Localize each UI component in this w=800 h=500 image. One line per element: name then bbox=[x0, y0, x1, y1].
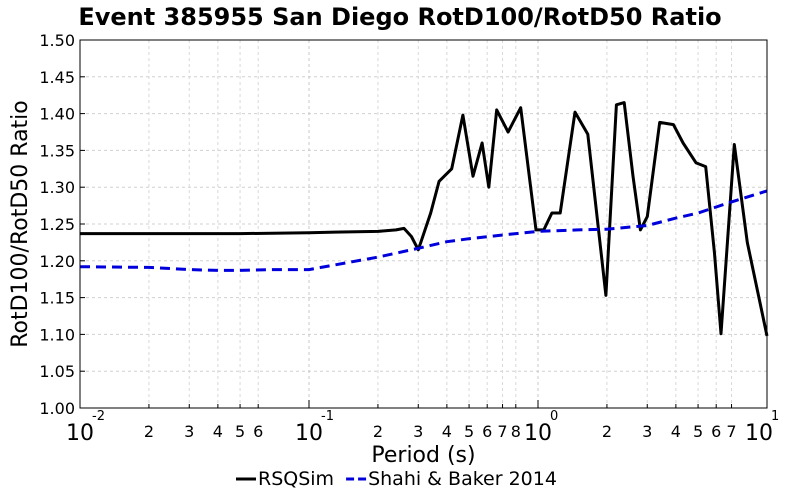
x-minor-tick-label: 7 bbox=[497, 422, 507, 441]
x-minor-tick-label: 6 bbox=[711, 422, 721, 441]
y-tick-label: 1.05 bbox=[39, 362, 75, 381]
x-major-tick-base: 10 bbox=[745, 421, 773, 446]
y-tick-label: 1.20 bbox=[39, 252, 75, 271]
y-tick-label: 1.15 bbox=[39, 289, 75, 308]
legend: RSQSim Shahi & Baker 2014 bbox=[236, 468, 557, 490]
x-major-tick-exponent: 1 bbox=[771, 409, 779, 424]
y-axis-label: RotD100/RotD50 Ratio bbox=[8, 100, 33, 348]
y-tick-label: 1.50 bbox=[39, 31, 75, 50]
x-major-tick-base: 10 bbox=[66, 421, 94, 446]
y-tick-label: 1.30 bbox=[39, 178, 75, 197]
x-minor-tick-label: 4 bbox=[213, 422, 223, 441]
x-minor-tick-label: 2 bbox=[373, 422, 383, 441]
legend-label-1: RSQSim bbox=[258, 468, 334, 490]
series-line-1 bbox=[80, 101, 769, 337]
x-axis-label: Period (s) bbox=[371, 443, 475, 468]
x-minor-tick-label: 3 bbox=[642, 422, 652, 441]
x-minor-tick-label: 5 bbox=[464, 422, 474, 441]
chart-title: Event 385955 San Diego RotD100/RotD50 Ra… bbox=[78, 3, 721, 31]
x-minor-tick-label: 6 bbox=[482, 422, 492, 441]
x-major-tick-exponent: 0 bbox=[550, 409, 558, 424]
x-major-tick-base: 10 bbox=[295, 421, 323, 446]
x-major-tick-exponent: -1 bbox=[321, 409, 334, 424]
x-minor-tick-label: 2 bbox=[602, 422, 612, 441]
grid-lines bbox=[79, 39, 768, 409]
y-tick-label: 1.00 bbox=[39, 399, 75, 418]
y-axis-ticks: 1.00 1.05 1.10 1.15 1.20 1.25 1.30 1.35 1.40 1.45… bbox=[39, 31, 85, 418]
x-minor-tick-label: 8 bbox=[511, 422, 521, 441]
x-minor-tick-label: 3 bbox=[413, 422, 423, 441]
y-tick-label: 1.45 bbox=[39, 68, 75, 87]
y-tick-label: 1.40 bbox=[39, 105, 75, 124]
y-tick-label: 1.25 bbox=[39, 215, 75, 234]
x-minor-tick-label: 5 bbox=[235, 422, 245, 441]
x-minor-tick-label: 7 bbox=[726, 422, 736, 441]
y-tick-label: 1.10 bbox=[39, 325, 75, 344]
plot-lines bbox=[79, 101, 769, 337]
x-minor-tick-label: 4 bbox=[442, 422, 452, 441]
x-minor-tick-label: 5 bbox=[693, 422, 703, 441]
legend-label-2: Shahi & Baker 2014 bbox=[368, 468, 557, 490]
x-major-tick-exponent: -2 bbox=[92, 409, 105, 424]
x-minor-tick-label: 2 bbox=[144, 422, 154, 441]
series-line-2 bbox=[79, 189, 768, 272]
y-tick-label: 1.35 bbox=[39, 141, 75, 160]
x-minor-tick-label: 6 bbox=[253, 422, 263, 441]
x-minor-tick-label: 3 bbox=[184, 422, 194, 441]
x-major-tick-base: 10 bbox=[524, 421, 552, 446]
x-minor-tick-label: 4 bbox=[671, 422, 681, 441]
